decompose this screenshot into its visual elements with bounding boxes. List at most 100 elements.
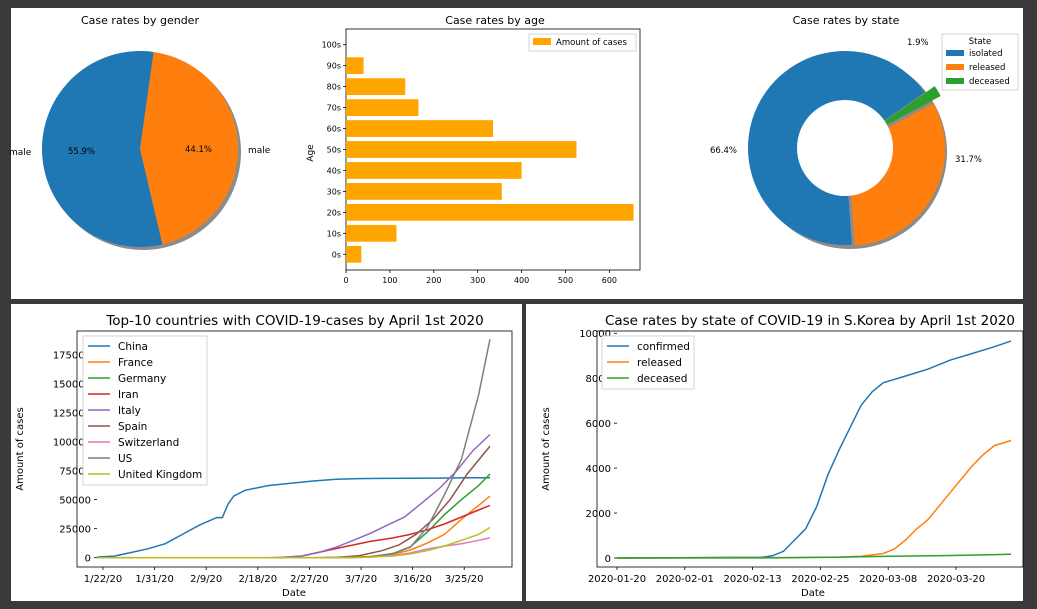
countries-series-italy <box>97 433 491 559</box>
gender-pie-slice-0 <box>41 50 163 247</box>
age-bar-ytick-label: 90s <box>327 62 341 71</box>
age-bar-xtick-label: 100 <box>382 276 397 285</box>
korea-line-chart: 0 2000 4000 6000 8000 10000 2020-01-20 2020-02-… <box>541 329 1024 599</box>
countries-ytick-label: 125000 <box>53 408 91 419</box>
countries-line-chart: 0 25000 50000 75000 100000 125000 150000 175000… <box>15 330 513 599</box>
countries-ytick-label: 150000 <box>53 379 91 390</box>
countries-ytick-label: 25000 <box>59 525 91 536</box>
state-donut-pct-isolated: 66.4% <box>710 146 737 156</box>
korea-legend-label: deceased <box>637 373 687 385</box>
countries-legend-label: US <box>118 453 133 465</box>
gender-pie-pct-right: 44.1% <box>185 145 212 155</box>
korea-xtick-label: 2020-03-20 <box>927 574 985 585</box>
age-bar-chart: 0s 10s 20s 30s 40s 50s 60s 70s 80s 90s 100s 0 100 200… <box>306 28 641 285</box>
age-bar-20s <box>346 203 634 221</box>
countries-ytick-label: 100000 <box>53 437 91 448</box>
korea-ytick-label: 4000 <box>586 464 611 475</box>
countries-ytick-label: 50000 <box>59 496 91 507</box>
gender-pie-pct-left: 55.9% <box>68 147 95 157</box>
age-bar-ytick-label: 0s <box>332 250 341 259</box>
korea-plot-frame <box>596 330 1024 568</box>
age-bar-legend: Amount of cases <box>528 33 637 52</box>
countries-legend: China France Germany Iran Italy Spain Switzerl… <box>82 335 208 486</box>
countries-xtick-label: 2/9/20 <box>190 574 222 585</box>
countries-legend-label: France <box>118 357 153 369</box>
age-bar-legend-swatch <box>533 38 551 45</box>
state-legend-label-released: released <box>969 63 1005 73</box>
korea-xtick-label: 2020-01-20 <box>588 574 646 585</box>
countries-ylabel: Amount of cases <box>15 407 26 491</box>
countries-series-germany <box>97 473 491 559</box>
age-bar-70s <box>346 99 419 116</box>
countries-xtick-label: 2/27/20 <box>290 574 329 585</box>
countries-legend-box <box>82 335 208 486</box>
age-bar-legend-box <box>528 33 637 52</box>
age-bar-ytick-label: 50s <box>327 146 341 155</box>
age-bar-ytick-label: 10s <box>327 229 341 238</box>
countries-legend-label: China <box>118 341 148 353</box>
countries-legend-label: Germany <box>118 373 166 385</box>
state-legend-swatch-isolated <box>946 50 964 56</box>
age-bar-ytick-label: 60s <box>327 125 341 134</box>
age-bar-xtick-label: 600 <box>602 276 617 285</box>
age-bar-legend-label: Amount of cases <box>556 38 628 48</box>
gender-pie-slice-1 <box>140 51 238 245</box>
age-bar-40s <box>346 162 522 179</box>
countries-xlabel: Date <box>282 588 306 599</box>
state-legend-title: State <box>969 37 992 47</box>
countries-xtick-label: 1/22/20 <box>84 574 123 585</box>
korea-ytick-label: 0 <box>605 554 611 565</box>
age-bar-50s <box>346 141 577 158</box>
korea-series-released <box>616 439 1012 559</box>
countries-plot-frame <box>76 330 513 568</box>
state-donut-pct-released: 31.7% <box>955 155 982 165</box>
countries-xtick-label: 3/25/20 <box>445 574 484 585</box>
state-legend-label-deceased: deceased <box>969 77 1010 87</box>
korea-ytick-label: 8000 <box>586 374 611 385</box>
countries-legend-label: Switzerland <box>118 437 179 449</box>
countries-legend-label: Spain <box>118 421 147 433</box>
age-bar-80s <box>346 78 406 96</box>
korea-line-title: Case rates by state of COVID-19 in S.Kor… <box>604 313 1016 329</box>
gender-pie-title: Case rates by gender <box>81 14 199 27</box>
countries-xtick-label: 1/31/20 <box>135 574 174 585</box>
korea-ytick-label: 6000 <box>586 419 611 430</box>
age-bar-ytick-label: 40s <box>327 166 341 175</box>
age-bar-xtick-label: 400 <box>514 276 529 285</box>
gender-pie-label-right: male <box>248 146 271 156</box>
gender-pie: male male 55.9% 44.1% <box>9 50 271 250</box>
korea-xtick-label: 2020-02-01 <box>656 574 714 585</box>
korea-ytick-label: 2000 <box>586 509 611 520</box>
countries-series-united-kingdom <box>97 526 491 559</box>
age-bar-60s <box>346 120 494 137</box>
age-bar-ytick-label: 80s <box>327 83 341 92</box>
age-bar-30s <box>346 183 502 200</box>
age-bar-ytick-label: 70s <box>327 104 341 113</box>
countries-ytick-label: 0 <box>85 554 91 565</box>
korea-legend-label: released <box>637 357 682 369</box>
age-bar-ytick-label: 20s <box>327 208 341 217</box>
age-bar-ylabel: Age <box>306 144 316 162</box>
age-bar-0s <box>346 245 362 263</box>
korea-xtick-label: 2020-02-25 <box>791 574 849 585</box>
korea-ylabel: Amount of cases <box>541 407 552 491</box>
state-donut-title: Case rates by state <box>792 14 900 27</box>
korea-legend: confirmed released deceased <box>601 335 695 390</box>
korea-series-confirmed <box>616 340 1012 559</box>
state-donut: 66.4% 31.7% 1.9% State isolated released… <box>710 33 1019 249</box>
korea-legend-label: confirmed <box>637 341 690 353</box>
state-legend-label-isolated: isolated <box>969 49 1003 59</box>
age-bar-ytick-label: 100s <box>322 41 341 50</box>
age-bar-title: Case rates by age <box>445 14 545 27</box>
age-bar-xtick-label: 0 <box>343 276 348 285</box>
age-bar-ytick-label: 30s <box>327 187 341 196</box>
countries-ytick-label: 175000 <box>53 350 91 361</box>
countries-ytick-label: 75000 <box>59 467 91 478</box>
state-donut-pct-deceased: 1.9% <box>907 38 929 48</box>
age-bar-90s <box>346 57 364 75</box>
korea-xtick-label: 2020-03-08 <box>859 574 917 585</box>
age-bar-xtick-label: 500 <box>558 276 573 285</box>
state-legend-swatch-released <box>946 64 964 70</box>
countries-xtick-label: 3/16/20 <box>393 574 432 585</box>
state-donut-hole <box>797 100 893 196</box>
